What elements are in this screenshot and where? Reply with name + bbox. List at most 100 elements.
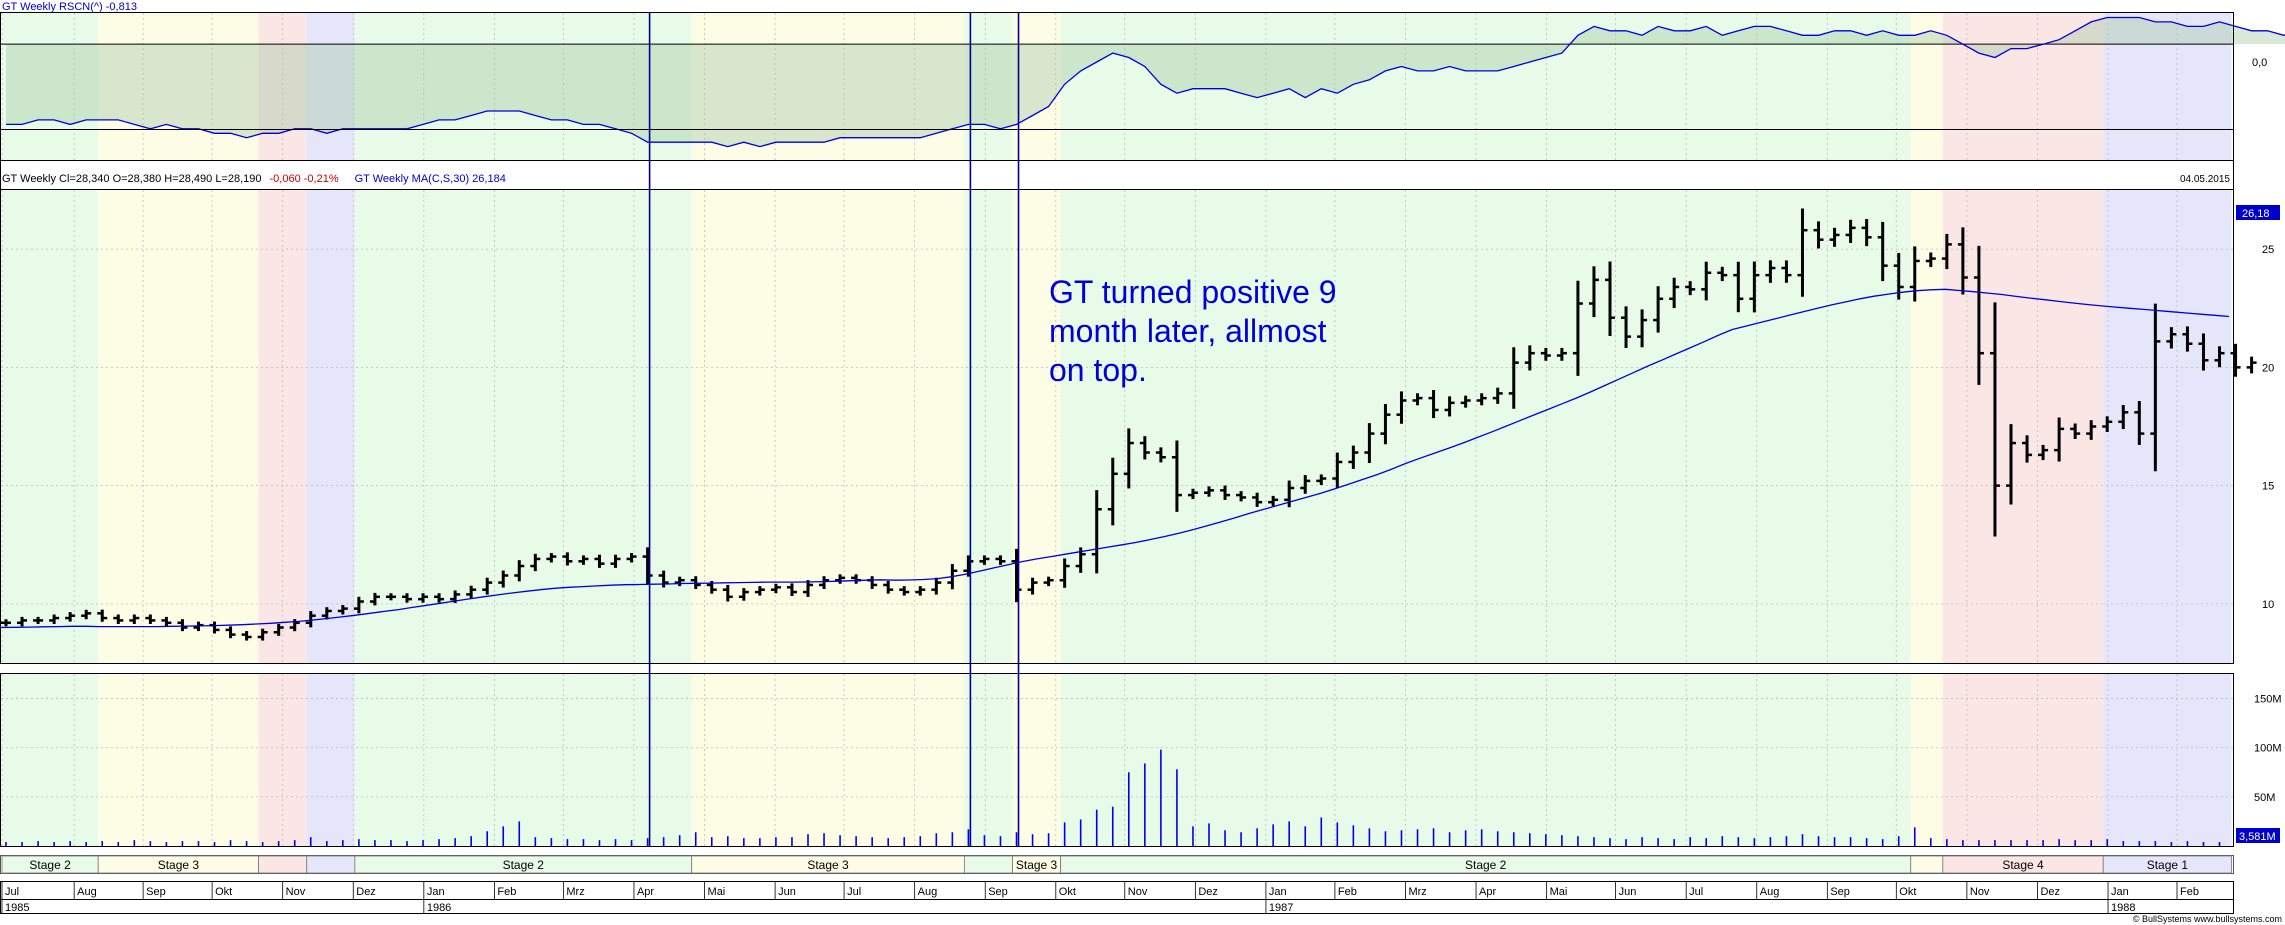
price-panel [0,129,2234,664]
stage-band [2103,13,2232,160]
month-label: Jul [1689,886,1703,898]
stage-band [1942,13,2104,160]
annotation-line-1: GT turned positive 9 [1049,274,1337,310]
stage-band [1012,13,1061,160]
month-label: Nov [286,886,306,898]
stage-band [306,674,355,846]
price-date-label: 04.05.2015 [2180,174,2230,185]
price-header-change: -0,060 -0,21% [270,173,339,185]
stage-band [964,674,1013,846]
month-label: Aug [77,886,97,898]
stage-label: Stage 3 [807,858,849,872]
year-label: 1988 [2111,902,2135,914]
annotation-line-3: on top. [1049,352,1147,388]
month-label: Sep [146,886,166,898]
stage-band [1910,13,1943,160]
month-label: Mrz [1408,886,1426,898]
stage-band [1012,189,1061,663]
month-label: Mrz [566,886,584,898]
year-label: 1986 [427,902,451,914]
month-label: Jan [427,886,445,898]
price-header-ma: GT Weekly MA(C,S,30) 26,184 [355,173,506,185]
stage-label: Stage 3 [1016,858,1058,872]
stage-band [354,674,692,846]
copyright: © BullSystems www.bullsystems.com [2133,914,2282,924]
panel-gap [1,161,2233,172]
month-label: Jan [2111,886,2129,898]
year-row [0,899,2234,914]
month-label: Apr [637,886,654,898]
year-label: 1987 [1269,902,1293,914]
stage-band [691,189,965,663]
stage-segment [963,855,1013,874]
stage-band [964,189,1013,663]
ma30-line [0,288,2230,629]
month-label: Feb [497,886,516,898]
stage-segment [258,855,308,874]
stage-band [98,674,259,846]
stage-band [1,13,99,160]
month-label: Aug [1760,886,1780,898]
stage-band [258,13,307,160]
stage-band [98,13,259,160]
price-header-values: GT Weekly Cl=28,340 O=28,380 H=28,490 L=… [2,173,262,185]
volume-tick-label: 50M [2254,792,2275,804]
stage-label: Stage 2 [503,858,545,872]
chart-annotation: GT turned positive 9 month later, allmos… [1049,274,1345,388]
price-tick-label: 10 [2262,599,2274,611]
price-header-strip [1,172,2233,189]
price-tick-label: 15 [2262,481,2274,493]
year-label: 1985 [5,902,29,914]
price-panel-header: GT Weekly Cl=28,340 O=28,380 H=28,490 L=… [2,173,506,185]
month-label: Mai [708,886,726,898]
stage-band [98,189,259,663]
stage-band [1,189,99,663]
volume-last-label: 3,581M [2239,831,2276,843]
month-label: Nov [1970,886,1990,898]
month-label: Dez [2040,886,2060,898]
volume-panel [0,673,2234,847]
month-label: Feb [1338,886,1357,898]
month-label: Jan [1269,886,1287,898]
stage-band [1012,674,1061,846]
stage-label: Stage 4 [2002,858,2044,872]
month-label: Jun [778,886,796,898]
month-label: Jun [1619,886,1637,898]
month-label: Okt [215,886,232,898]
stage-label: Stage 2 [29,858,71,872]
stage-band [2103,674,2232,846]
price-tick-label: 20 [2262,362,2274,374]
rs-zero-label: 0,0 [2252,57,2267,69]
stage-band [1060,189,1911,663]
stage-band [1060,13,1911,160]
stage-band [1,674,99,846]
stage-segment [306,855,356,874]
month-label: Apr [1479,886,1496,898]
volume-tick-label: 100M [2254,743,2282,755]
month-label: Feb [2180,886,2199,898]
stage-band [306,13,355,160]
price-tick-label: 25 [2262,244,2274,256]
month-label: Sep [988,886,1008,898]
month-label: Dez [356,886,376,898]
stage-band [306,189,355,663]
month-label: Sep [1830,886,1850,898]
volume-tick-label: 150M [2254,694,2282,706]
month-label: Nov [1128,886,1148,898]
month-label: Dez [1198,886,1218,898]
month-label: Jul [5,886,19,898]
rs-panel [0,12,2234,161]
ma-last-badge [2236,205,2280,220]
month-label: Okt [1059,886,1076,898]
stage-segment [2102,855,2232,874]
stage-band [691,674,965,846]
volume-last-badge [2236,828,2280,843]
stage-band [1942,674,2104,846]
month-label: Jul [847,886,861,898]
stage-label: Stage 2 [1465,858,1507,872]
stage-label: Stage 3 [158,858,200,872]
stage-band [964,13,1013,160]
month-label: Aug [918,886,938,898]
stage-segment [1910,855,1944,874]
